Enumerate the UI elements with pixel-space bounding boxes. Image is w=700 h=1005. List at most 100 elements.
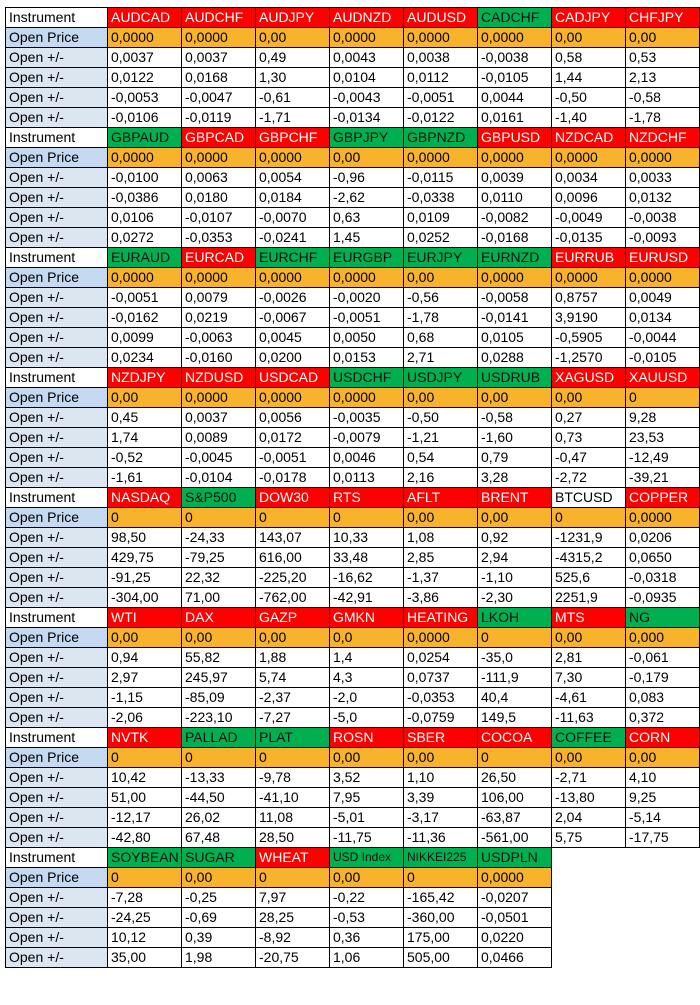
open-diff-cell: 0,45 <box>107 407 182 428</box>
open-price-label: Open Price <box>5 747 108 768</box>
open-price-cell: 0,0000 <box>477 27 552 48</box>
open-diff-label: Open +/- <box>5 807 108 828</box>
open-price-cell: 0,0000 <box>625 267 700 288</box>
open-diff-label: Open +/- <box>5 87 108 108</box>
open-diff-cell: 1,44 <box>551 67 626 88</box>
open-diff-cell: -0,0079 <box>329 427 404 448</box>
open-price-cell: 0,000 <box>625 627 700 648</box>
open-diff-cell: 0,0104 <box>329 67 404 88</box>
open-diff-row: Open +/- -0,0386 0,0180 0,0184 -2,62 -0,0338 0… <box>5 187 700 208</box>
open-diff-cell: -41,10 <box>255 787 330 808</box>
open-diff-cell: 0,0054 <box>255 167 330 188</box>
open-diff-cell: 0,0039 <box>477 167 552 188</box>
open-diff-cell: -42,80 <box>107 827 182 848</box>
open-price-cell: 0 <box>625 387 700 408</box>
open-price-cell: 0,00 <box>329 867 404 888</box>
open-diff-cell: -0,0058 <box>477 287 552 308</box>
open-diff-cell: 51,00 <box>107 787 182 808</box>
open-diff-cell: -561,00 <box>477 827 552 848</box>
open-diff-cell: -0,0051 <box>403 87 478 108</box>
open-diff-cell: 0,68 <box>403 327 478 348</box>
open-diff-row: Open +/- -91,25 22,32 -225,20 -16,62 -1,37 -1,… <box>5 567 700 588</box>
open-diff-cell: 0,36 <box>329 927 404 948</box>
open-diff-cell: 3,9190 <box>551 307 626 328</box>
open-diff-cell: -0,0082 <box>477 207 552 228</box>
instrument-name-cell: LKOH <box>477 607 552 628</box>
empty-cell <box>625 927 700 948</box>
instrument-name-cell: SUGAR <box>181 847 256 868</box>
instrument-name-cell: GBPNZD <box>403 127 478 148</box>
open-diff-cell: -0,0051 <box>255 447 330 468</box>
open-price-cell: 0,0 <box>329 627 404 648</box>
open-price-cell: 0,00 <box>403 387 478 408</box>
instrument-name-cell: GMKN <box>329 607 404 628</box>
open-diff-label: Open +/- <box>5 207 108 228</box>
open-price-cell: 0,00 <box>625 27 700 48</box>
open-price-cell: 0,0000 <box>477 867 552 888</box>
instrument-name-cell: EURCAD <box>181 247 256 268</box>
open-diff-cell: 0,0109 <box>403 207 478 228</box>
open-diff-cell: -304,00 <box>107 587 182 608</box>
open-diff-label: Open +/- <box>5 767 108 788</box>
open-diff-cell: 2,85 <box>403 547 478 568</box>
open-diff-label: Open +/- <box>5 887 108 908</box>
instrument-name-cell: EURAUD <box>107 247 182 268</box>
open-diff-cell: -5,0 <box>329 707 404 728</box>
open-diff-cell: -225,20 <box>255 567 330 588</box>
instrument-name-cell: NIKKEI225 <box>403 847 478 868</box>
open-diff-cell: 98,50 <box>107 527 182 548</box>
instrument-name-cell: CADCHF <box>477 7 552 28</box>
open-diff-cell: 0,0110 <box>477 187 552 208</box>
open-diff-row: Open +/- 0,94 55,82 1,88 1,4 0,0254 -35,0 2,81-… <box>5 647 700 668</box>
instrument-name-cell: AUDJPY <box>255 7 330 28</box>
open-diff-cell: 0,0037 <box>107 47 182 68</box>
open-price-cell: 0 <box>329 507 404 528</box>
open-price-label: Open Price <box>5 267 108 288</box>
open-diff-cell: 2251,9 <box>551 587 626 608</box>
empty-cell <box>551 867 626 888</box>
instrument-name-cell: NASDAQ <box>107 487 182 508</box>
open-diff-cell: 0,0168 <box>181 67 256 88</box>
open-diff-label: Open +/- <box>5 547 108 568</box>
open-price-label: Open Price <box>5 507 108 528</box>
open-diff-cell: 0,0038 <box>403 47 478 68</box>
open-diff-cell: -0,061 <box>625 647 700 668</box>
instrument-label: Instrument <box>5 127 108 148</box>
open-diff-cell: -44,50 <box>181 787 256 808</box>
open-diff-cell: 1,45 <box>329 227 404 248</box>
open-diff-cell: -7,27 <box>255 707 330 728</box>
instrument-name-cell: GAZP <box>255 607 330 628</box>
open-diff-cell: 0,0172 <box>255 427 330 448</box>
open-diff-cell: 28,25 <box>255 907 330 928</box>
open-diff-cell: -0,0105 <box>477 67 552 88</box>
open-price-cell: 0,0000 <box>403 27 478 48</box>
open-diff-cell: -0,53 <box>329 907 404 928</box>
instrument-row: Instrument WTI DAX GAZP GMKN HEATING LKOH MTS NG <box>5 607 700 628</box>
open-diff-cell: -0,0386 <box>107 187 182 208</box>
open-diff-cell: 1,06 <box>329 947 404 968</box>
open-diff-cell: 26,02 <box>181 807 256 828</box>
open-diff-cell: -0,0044 <box>625 327 700 348</box>
open-diff-cell: -223,10 <box>181 707 256 728</box>
open-diff-row: Open +/- -304,00 71,00 -762,00 -42,91 -3,86 -2… <box>5 587 700 608</box>
open-diff-label: Open +/- <box>5 467 108 488</box>
instrument-name-cell: NZDJPY <box>107 367 182 388</box>
open-diff-cell: 5,75 <box>551 827 626 848</box>
open-diff-cell: 0,0206 <box>625 527 700 548</box>
open-price-cell: 0,0000 <box>107 147 182 168</box>
open-diff-cell: -0,0049 <box>551 207 626 228</box>
instrument-name-cell: CADJPY <box>551 7 626 28</box>
open-diff-cell: 28,50 <box>255 827 330 848</box>
open-diff-cell: 0,372 <box>625 707 700 728</box>
open-diff-row: Open +/- 2,97 245,97 5,74 4,3 0,0737 -111,9 7,3… <box>5 667 700 688</box>
open-diff-cell: -1,37 <box>403 567 478 588</box>
open-diff-cell: 505,00 <box>403 947 478 968</box>
open-diff-cell: -0,69 <box>181 907 256 928</box>
open-diff-cell: -0,0501 <box>477 907 552 928</box>
open-diff-cell: -0,0067 <box>255 307 330 328</box>
open-diff-cell: 0,0089 <box>181 427 256 448</box>
open-diff-cell: -2,62 <box>329 187 404 208</box>
open-diff-cell: 3,52 <box>329 767 404 788</box>
open-diff-cell: 9,25 <box>625 787 700 808</box>
open-diff-cell: -0,0168 <box>477 227 552 248</box>
